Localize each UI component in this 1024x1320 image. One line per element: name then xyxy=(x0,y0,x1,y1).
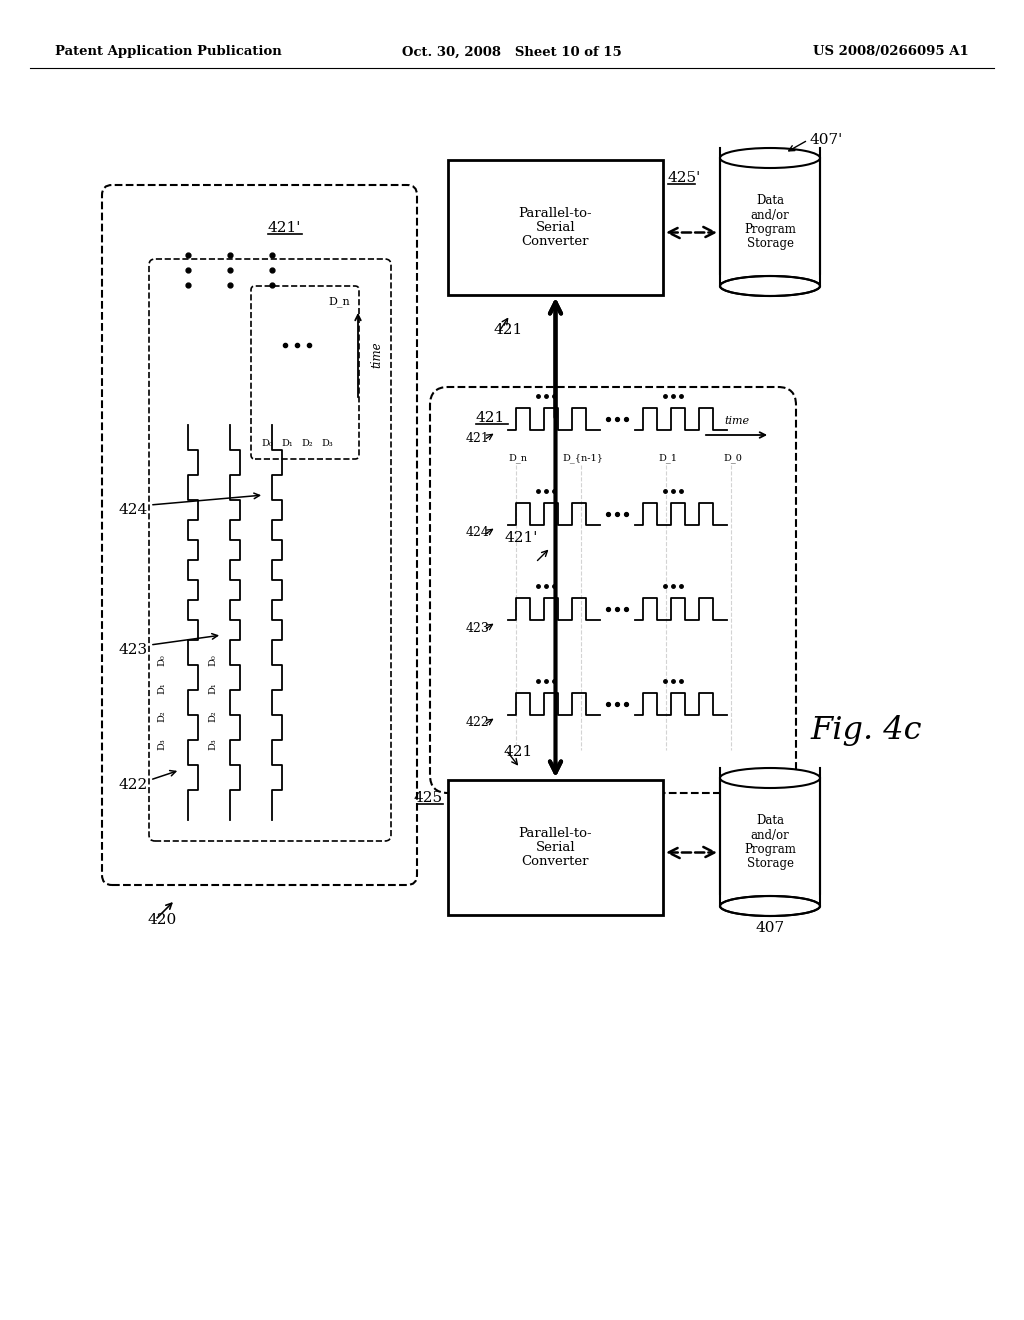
Text: Serial: Serial xyxy=(536,841,575,854)
Text: 407': 407' xyxy=(810,133,843,147)
Text: 421: 421 xyxy=(503,744,532,759)
Text: 425': 425' xyxy=(668,172,701,185)
Text: D_n: D_n xyxy=(329,297,350,308)
Text: Parallel-to-: Parallel-to- xyxy=(519,207,592,220)
Text: 422: 422 xyxy=(119,777,148,792)
Text: 421: 421 xyxy=(466,432,489,445)
Text: D_1: D_1 xyxy=(658,453,678,463)
Text: 423: 423 xyxy=(119,643,148,657)
Text: Converter: Converter xyxy=(522,235,589,248)
Bar xyxy=(720,777,820,906)
Text: D_n: D_n xyxy=(509,453,527,463)
Text: D₀: D₀ xyxy=(209,655,217,665)
Text: Oct. 30, 2008   Sheet 10 of 15: Oct. 30, 2008 Sheet 10 of 15 xyxy=(402,45,622,58)
Text: 423: 423 xyxy=(466,622,489,635)
FancyBboxPatch shape xyxy=(102,185,417,884)
Ellipse shape xyxy=(720,768,820,788)
Text: D₃: D₃ xyxy=(322,438,333,447)
Text: Data: Data xyxy=(756,814,784,828)
FancyBboxPatch shape xyxy=(430,387,796,793)
Text: Converter: Converter xyxy=(522,855,589,869)
Text: 421': 421' xyxy=(504,531,538,544)
Text: time: time xyxy=(370,342,383,368)
Text: Patent Application Publication: Patent Application Publication xyxy=(55,45,282,58)
Text: 421: 421 xyxy=(493,323,522,337)
Ellipse shape xyxy=(720,896,820,916)
Text: D_{n-1}: D_{n-1} xyxy=(562,453,603,463)
Text: D₁: D₁ xyxy=(209,682,217,694)
Text: D₂: D₂ xyxy=(301,438,312,447)
Text: D₂: D₂ xyxy=(158,710,167,722)
Text: Program: Program xyxy=(744,223,796,235)
Text: 420: 420 xyxy=(148,913,177,927)
Text: 421: 421 xyxy=(476,411,505,425)
Ellipse shape xyxy=(720,276,820,296)
Text: Data: Data xyxy=(756,194,784,207)
Text: D₂: D₂ xyxy=(209,710,217,722)
Bar xyxy=(449,160,663,294)
Text: D₀: D₀ xyxy=(158,655,167,665)
Text: Program: Program xyxy=(744,842,796,855)
Bar xyxy=(718,275,822,286)
Text: 407: 407 xyxy=(756,921,784,935)
Text: Storage: Storage xyxy=(746,857,794,870)
Text: Parallel-to-: Parallel-to- xyxy=(519,828,592,840)
Text: and/or: and/or xyxy=(751,209,790,222)
Text: D₁: D₁ xyxy=(158,682,167,694)
Ellipse shape xyxy=(720,148,820,168)
Bar xyxy=(720,158,820,286)
Text: D₃: D₃ xyxy=(158,738,167,750)
Text: and/or: and/or xyxy=(751,829,790,842)
Text: US 2008/0266095 A1: US 2008/0266095 A1 xyxy=(813,45,969,58)
Text: D₁: D₁ xyxy=(282,438,293,447)
Text: D_0: D_0 xyxy=(724,453,742,463)
Bar xyxy=(449,780,663,915)
Text: 424: 424 xyxy=(466,527,489,540)
Text: Serial: Serial xyxy=(536,220,575,234)
Text: D₃: D₃ xyxy=(209,738,217,750)
Text: 425: 425 xyxy=(414,791,443,805)
Bar xyxy=(718,895,822,906)
Text: time: time xyxy=(724,416,750,426)
Text: D₀: D₀ xyxy=(261,438,272,447)
Text: Fig. 4c: Fig. 4c xyxy=(810,714,922,746)
Text: 422: 422 xyxy=(466,717,489,730)
Text: 421': 421' xyxy=(268,220,301,235)
Text: 424: 424 xyxy=(119,503,148,517)
Text: Storage: Storage xyxy=(746,236,794,249)
